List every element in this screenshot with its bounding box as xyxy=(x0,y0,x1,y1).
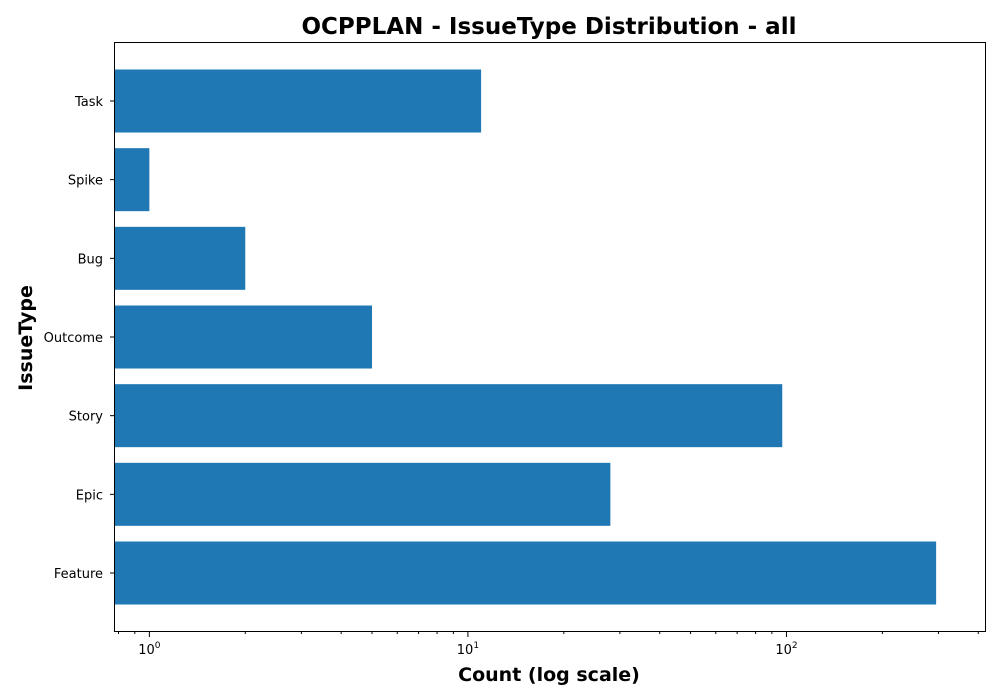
bar-story xyxy=(115,384,783,448)
y-tick-label-bug: Bug xyxy=(78,252,103,267)
y-axis-ticks: Feature Epic Story Outcome Bug Spike Task xyxy=(44,95,115,582)
x-tick-label: 100 xyxy=(138,641,161,658)
bar-outcome xyxy=(115,305,373,369)
bar-epic xyxy=(115,462,611,526)
x-axis-ticks: 100 101 102 xyxy=(118,631,979,658)
y-tick-label-epic: Epic xyxy=(76,488,103,503)
y-tick-label-story: Story xyxy=(69,410,104,425)
plot-frame xyxy=(114,42,986,632)
x-axis-label: Count (log scale) xyxy=(458,664,640,686)
y-tick-label-task: Task xyxy=(74,95,104,110)
bar-feature xyxy=(115,541,937,605)
y-tick-label-feature: Feature xyxy=(54,567,103,582)
y-axis-label: IssueType xyxy=(15,285,37,391)
x-tick-label: 101 xyxy=(457,641,479,658)
y-tick-label-spike: Spike xyxy=(68,174,103,189)
chart-title: OCPPLAN - IssueType Distribution - all xyxy=(302,14,797,40)
bar-task xyxy=(115,69,482,133)
bars-group xyxy=(115,69,937,605)
x-tick-label: 102 xyxy=(775,641,797,658)
bar-bug xyxy=(115,226,246,290)
bar-spike xyxy=(115,148,150,212)
y-tick-label-outcome: Outcome xyxy=(44,331,103,346)
